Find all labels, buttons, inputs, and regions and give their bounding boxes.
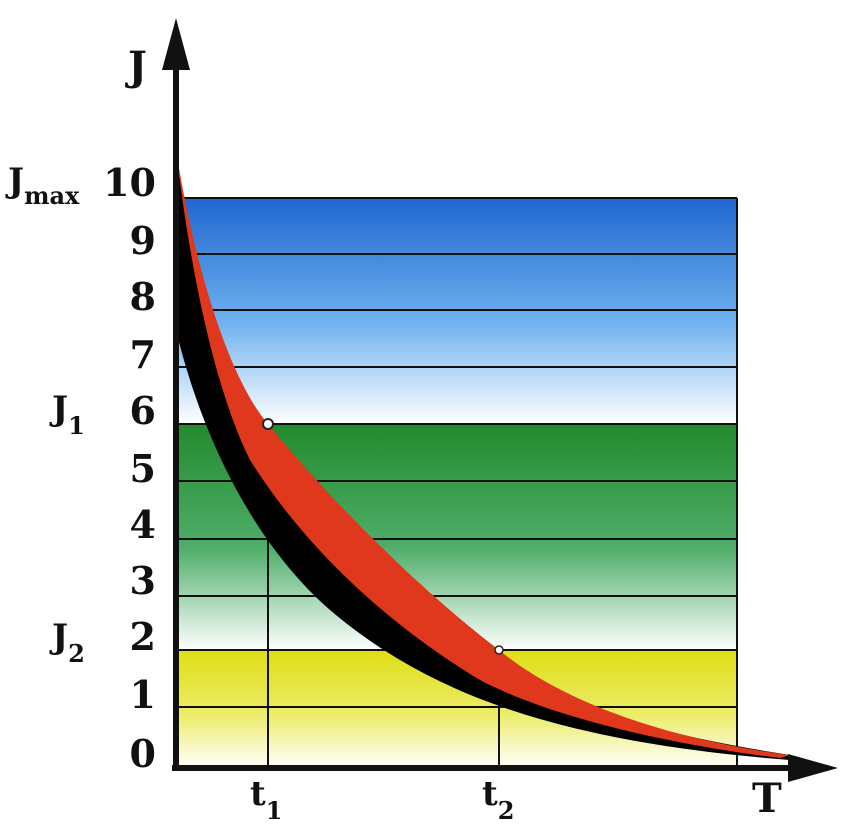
y-tick-label: 8 [130, 274, 156, 319]
y-tick-label: 6 [130, 388, 156, 433]
j1-label: J1 [49, 389, 85, 440]
j2-t2-point [494, 645, 504, 655]
t2-label: t2 [482, 774, 514, 825]
y-tick-label: 10 [103, 160, 156, 205]
t2-base: t [482, 774, 498, 814]
j2-label: J2 [49, 617, 85, 668]
y-tick-label: 2 [130, 614, 156, 659]
y-tick-labels: 0 1 2 3 4 5 6 7 8 9 10 [103, 160, 156, 776]
j2-sub: 2 [68, 639, 85, 668]
y-tick-label: 0 [130, 731, 156, 776]
j-max-sub: max [24, 181, 80, 210]
y-tick-label: 4 [130, 502, 156, 547]
j1-t1-point [262, 418, 274, 430]
y-tick-label: 1 [130, 672, 156, 717]
t2-sub: 2 [498, 796, 515, 825]
x-axis-arrow [788, 754, 838, 782]
y-tick-label: 3 [130, 558, 156, 603]
x-axis-name: T [752, 775, 782, 822]
y-tick-label: 9 [130, 218, 156, 263]
black-curve [176, 150, 790, 760]
y-axis-name: J [125, 43, 147, 90]
j1-base: J [49, 389, 68, 429]
y-axis-arrow [162, 18, 190, 70]
j2-base: J [49, 617, 68, 657]
j1-sub: 1 [68, 411, 85, 440]
t1-sub: 1 [266, 796, 283, 825]
j-max-base: J [5, 161, 24, 201]
t1-base: t [250, 774, 266, 814]
y-tick-label: 7 [130, 332, 156, 377]
y-tick-label: 5 [130, 446, 156, 491]
t1-label: t1 [250, 774, 282, 825]
j-max-label: Jmax [5, 161, 80, 210]
